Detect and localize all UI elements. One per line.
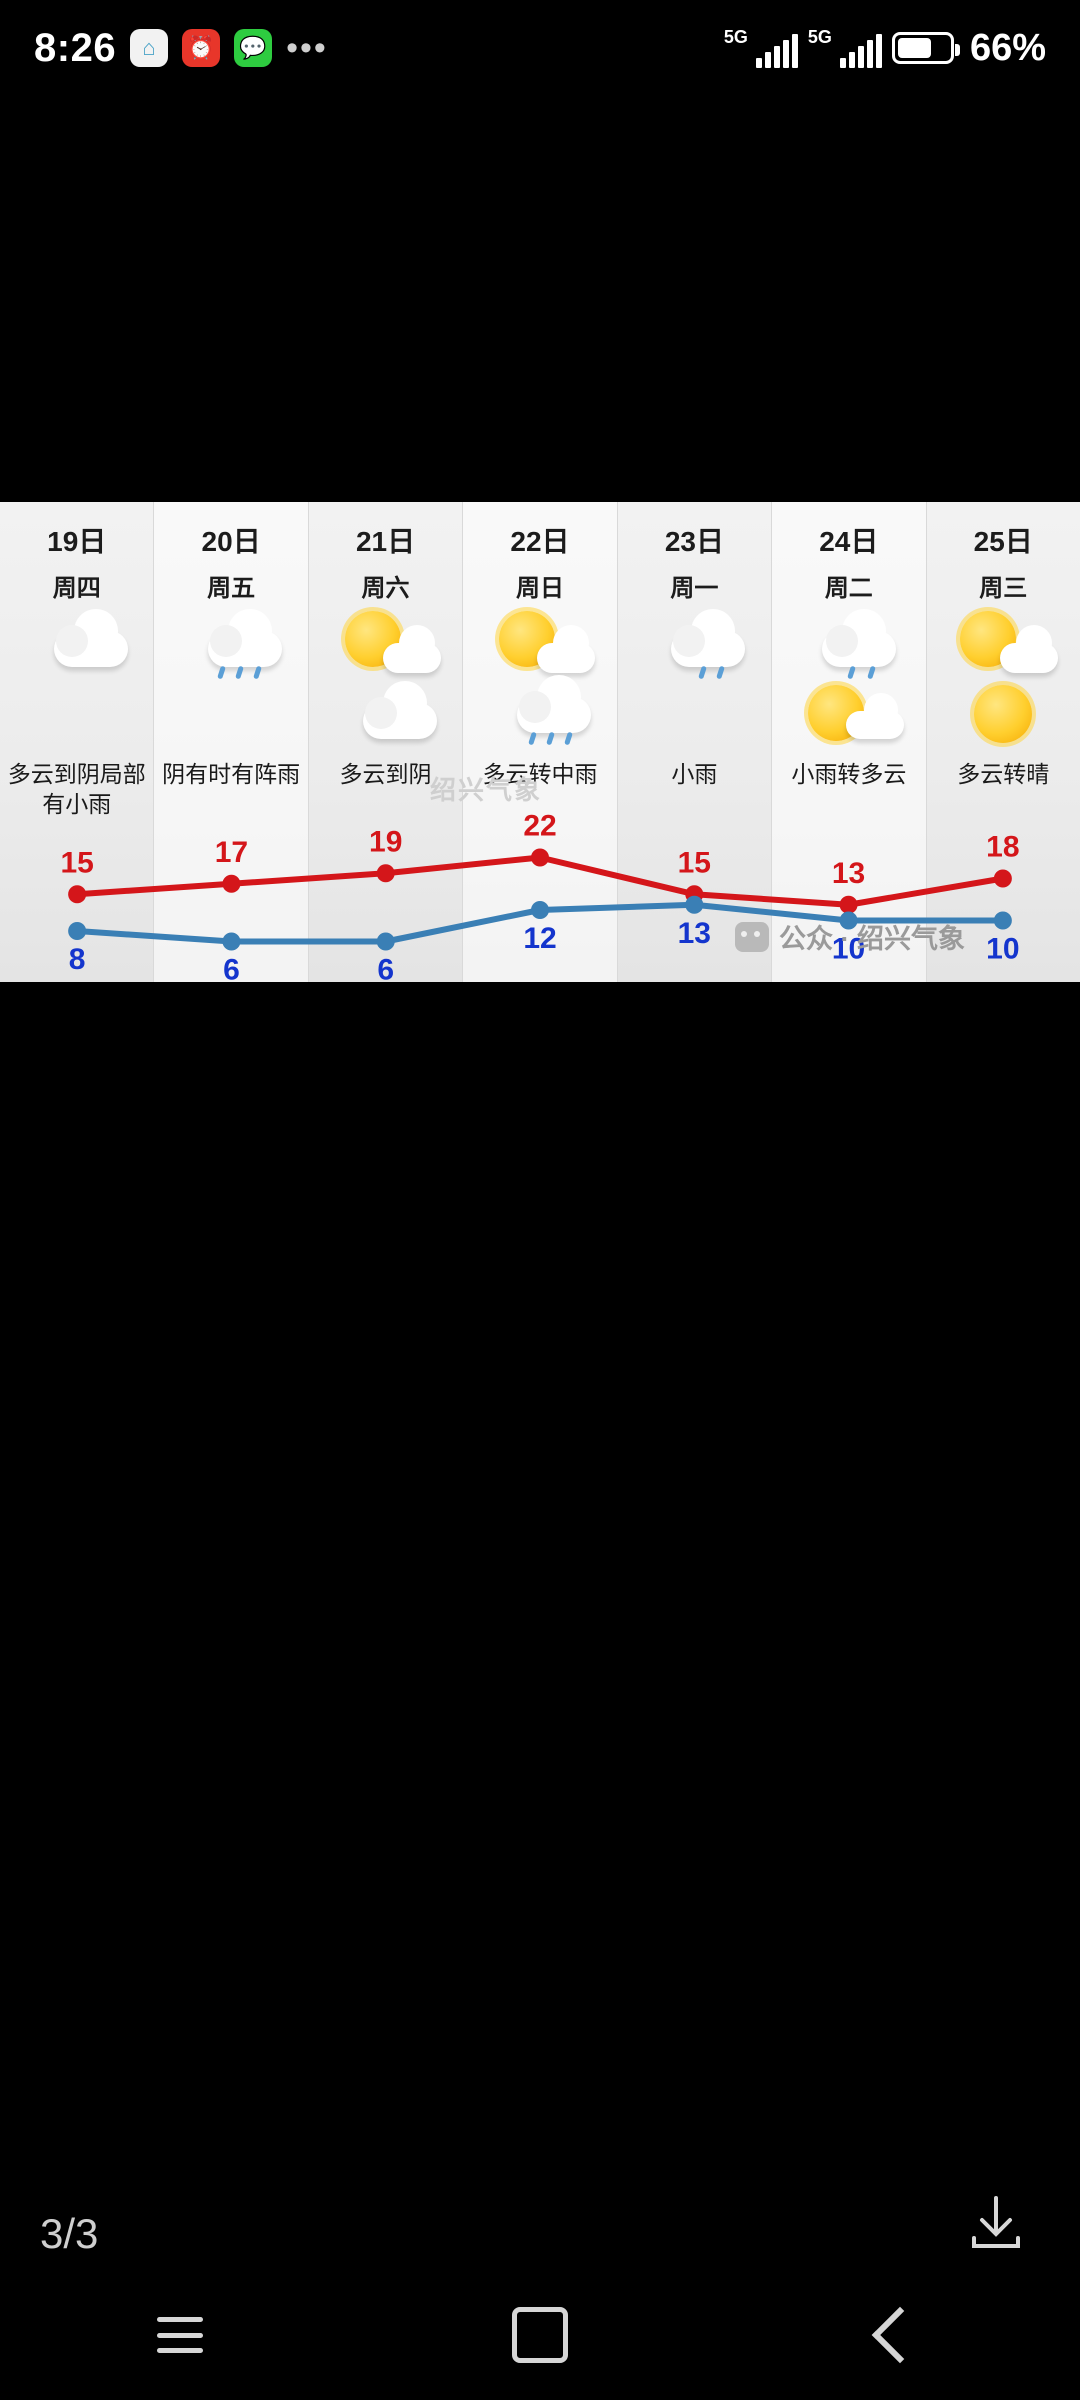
recent-apps-icon [157, 2317, 203, 2353]
sun-cloud-icon [948, 609, 1059, 681]
watermark-right: 公众 · 绍兴气象 [735, 917, 965, 956]
day-weekday: 周四 [52, 575, 101, 602]
signal-bars-2-icon [839, 34, 882, 68]
forecast-day-column: 19日 周四 多云到阴局部有小雨 [0, 502, 155, 982]
svg-text:12: 12 [523, 922, 556, 955]
day-date: 22日 [510, 526, 570, 557]
temperature-chart: 15 17 19 22 15 13 18 8 6 6 12 13 10 10 [60, 810, 1019, 983]
status-time: 8:26 [34, 25, 117, 70]
day-date: 24日 [819, 526, 879, 557]
sun-cloud-icon [485, 609, 595, 681]
day-weather-icons [618, 609, 771, 759]
svg-text:6: 6 [377, 954, 394, 983]
signal-2: 5G [808, 28, 882, 68]
back-button[interactable] [840, 2290, 960, 2380]
recent-apps-button[interactable] [120, 2290, 240, 2380]
day-date: 23日 [664, 526, 724, 557]
forecast-day-column: 21日 周六 多云到阴 [309, 502, 464, 982]
day-weekday: 周三 [979, 575, 1028, 602]
svg-text:15: 15 [678, 846, 711, 879]
day-weather-icons [154, 609, 307, 759]
day-description: 小雨转多云 [791, 761, 907, 787]
day-header: 22日 周日 [463, 502, 616, 603]
svg-text:13: 13 [832, 857, 865, 890]
day-description: 多云到阴局部有小雨 [7, 761, 146, 817]
day-header: 21日 周六 [309, 502, 462, 603]
watermark-right-text: 公众 · 绍兴气象 [779, 924, 965, 954]
day-weekday: 周六 [361, 575, 410, 602]
download-icon[interactable] [964, 2190, 1028, 2254]
day-date: 20日 [201, 526, 261, 557]
sun-cloud-icon [794, 685, 904, 743]
forecast-day-column: 23日 周一 小雨 [618, 502, 773, 982]
home-icon [512, 2307, 568, 2363]
rain-cloud-icon [485, 675, 595, 746]
day-header: 20日 周五 [154, 502, 307, 603]
signal-bars-1-icon [755, 34, 798, 68]
rain-cloud-icon [639, 609, 749, 681]
svg-text:15: 15 [60, 846, 93, 879]
svg-text:6: 6 [223, 954, 240, 983]
svg-text:10: 10 [832, 933, 865, 966]
message-app-icon: 💬 [234, 29, 273, 67]
day-header: 24日 周二 [772, 502, 925, 603]
day-weather-icons [309, 609, 462, 759]
day-date: 25日 [973, 526, 1033, 557]
status-bar-right: 5G 5G 66% [724, 27, 1046, 70]
svg-text:18: 18 [986, 831, 1019, 864]
cloud-icon [331, 681, 441, 743]
sun-icon [948, 685, 1058, 743]
day-description: 多云到阴 [339, 761, 432, 787]
network-type-2: 5G [807, 27, 832, 47]
network-type-1: 5G [723, 27, 748, 47]
page-indicator: 3/3 [40, 2210, 99, 2257]
rain-cloud-icon [794, 609, 904, 681]
status-bar-left: 8:26 ⌂ ⏰ 💬 ••• [34, 26, 328, 71]
svg-text:10: 10 [986, 933, 1019, 966]
day-weekday: 周一 [670, 575, 719, 602]
alarm-app-icon: ⏰ [182, 29, 221, 67]
system-nav-bar [0, 2270, 1080, 2400]
day-weather-icons [463, 609, 616, 759]
back-icon [871, 2306, 929, 2364]
day-description: 阴有时有阵雨 [162, 761, 301, 787]
battery-percent: 66% [969, 26, 1046, 69]
day-description: 小雨 [671, 761, 718, 787]
status-bar: 8:26 ⌂ ⏰ 💬 ••• 5G 5G 66% [0, 0, 1080, 96]
day-weekday: 周二 [824, 575, 873, 602]
day-weather-icons [772, 609, 925, 759]
home-app-icon: ⌂ [130, 29, 169, 67]
forecast-day-column: 20日 周五 阴有时有阵雨 [154, 502, 309, 982]
weather-forecast-image[interactable]: 19日 周四 多云到阴局部有小雨 20日 周五 [0, 502, 1080, 982]
day-date: 21日 [355, 526, 416, 557]
day-header: 19日 周四 [0, 502, 153, 603]
svg-text:22: 22 [523, 810, 556, 843]
day-description: 多云转晴 [957, 761, 1050, 787]
wechat-icon [735, 921, 769, 952]
day-weather-icons [0, 609, 153, 759]
cloud-icon [22, 609, 132, 681]
status-overflow-icon: ••• [286, 29, 328, 67]
forecast-day-column: 25日 周三 多云转晴 [927, 502, 1080, 982]
signal-1: 5G [724, 28, 798, 68]
day-header: 23日 周一 [618, 502, 771, 603]
day-header: 25日 周三 [927, 502, 1080, 603]
day-weather-icons [927, 609, 1080, 759]
rain-cloud-icon [176, 609, 286, 681]
svg-text:13: 13 [678, 917, 711, 950]
day-weekday: 周日 [515, 575, 564, 602]
svg-text:17: 17 [215, 836, 248, 869]
svg-text:8: 8 [69, 943, 86, 976]
day-weekday: 周五 [207, 575, 256, 602]
home-button[interactable] [480, 2290, 600, 2380]
sun-cloud-icon [331, 609, 441, 681]
svg-text:19: 19 [369, 825, 402, 858]
day-date: 19日 [47, 526, 107, 557]
battery-icon [891, 32, 960, 64]
watermark-center: 绍兴气象 [430, 775, 543, 805]
day-description: 多云转中雨 [482, 761, 598, 787]
